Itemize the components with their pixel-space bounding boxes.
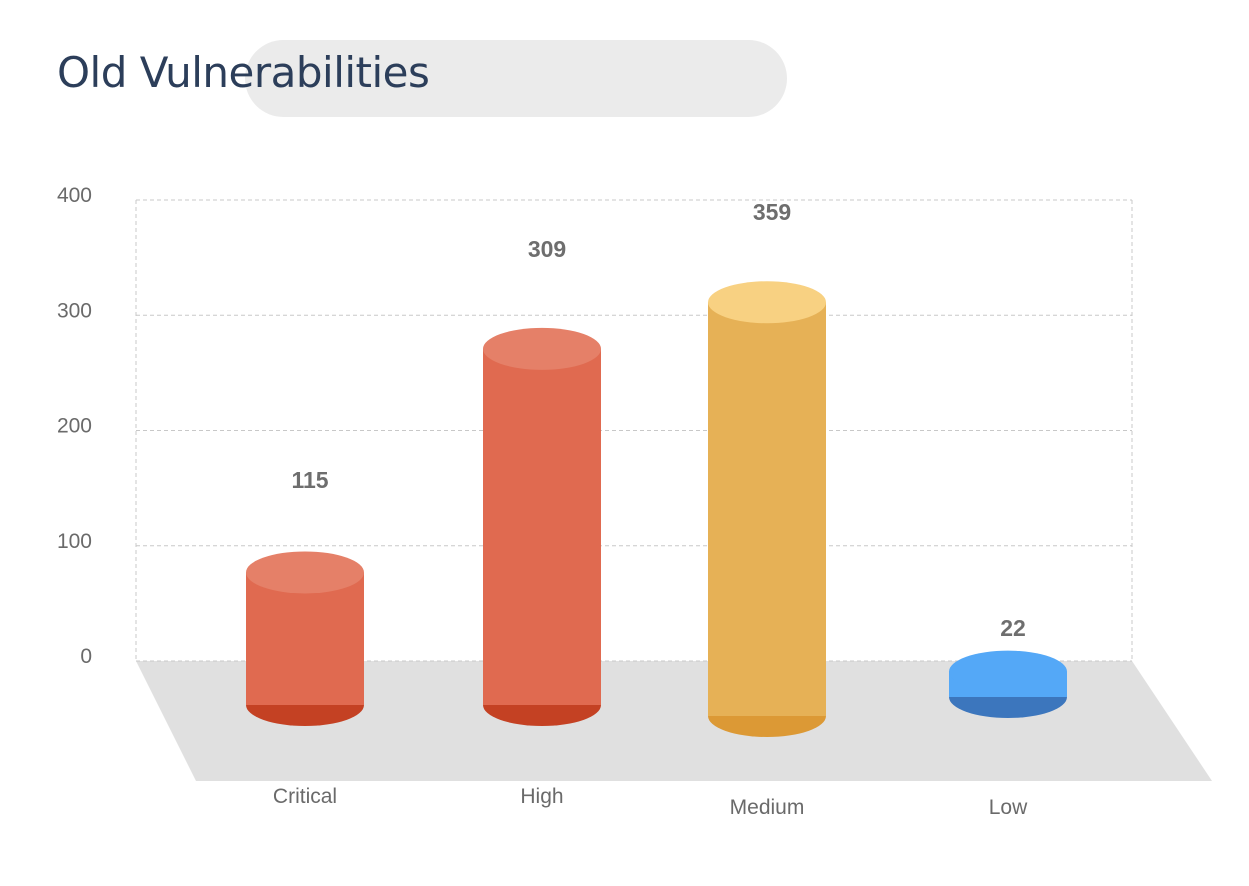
y-tick-label: 400 [57,184,92,207]
y-tick-label: 100 [57,530,92,553]
bar-top [708,281,826,324]
data-label: 359 [753,199,791,225]
data-label: 115 [291,467,328,493]
bar-top [246,551,364,594]
chart-floor [136,661,1212,781]
data-label: 22 [1000,615,1026,641]
bar-low [949,650,1067,718]
title-highlight [245,40,787,117]
bar-body [246,572,364,705]
bar-high [483,327,601,726]
bar-critical [246,551,364,726]
x-tick-label: High [520,785,563,808]
x-tick-label: Medium [730,796,805,819]
x-tick-label: Critical [273,785,337,808]
bar-top [949,650,1067,693]
y-tick-label: 200 [57,415,92,438]
bar-top [483,327,601,370]
y-tick-label: 300 [57,299,92,322]
bar-medium [708,281,826,737]
bar-body [483,348,601,705]
x-tick-label: Low [989,796,1028,819]
bar-body [708,302,826,716]
chart-title: Old Vulnerabilities [57,48,430,97]
y-tick-label: 0 [80,645,92,668]
data-label: 309 [528,236,566,262]
